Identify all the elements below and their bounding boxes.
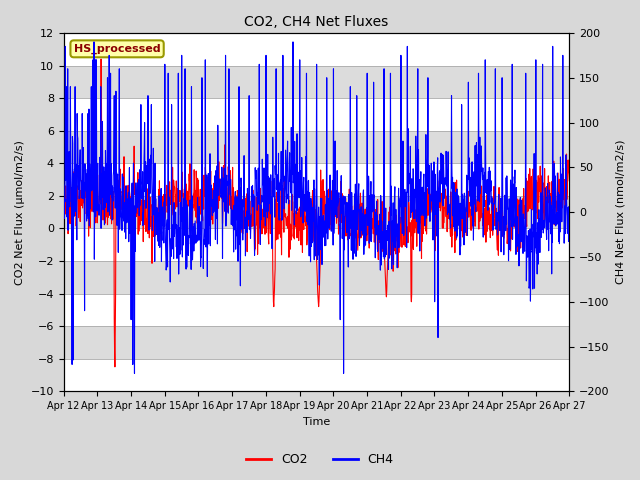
X-axis label: Time: Time bbox=[303, 417, 330, 427]
Y-axis label: CH4 Net Flux (nmol/m2/s): CH4 Net Flux (nmol/m2/s) bbox=[615, 140, 625, 284]
Bar bbox=[63, 98, 569, 131]
Bar bbox=[63, 261, 569, 294]
Bar bbox=[63, 294, 569, 326]
Title: CO2, CH4 Net Fluxes: CO2, CH4 Net Fluxes bbox=[244, 15, 388, 29]
Bar bbox=[63, 163, 569, 196]
Legend: CO2, CH4: CO2, CH4 bbox=[241, 448, 399, 471]
Bar bbox=[63, 359, 569, 391]
Bar bbox=[63, 228, 569, 261]
Bar bbox=[63, 66, 569, 98]
Text: HS_processed: HS_processed bbox=[74, 44, 161, 54]
Bar bbox=[63, 131, 569, 163]
Bar bbox=[63, 326, 569, 359]
Bar bbox=[63, 196, 569, 228]
Bar bbox=[63, 33, 569, 66]
Y-axis label: CO2 Net Flux (μmol/m2/s): CO2 Net Flux (μmol/m2/s) bbox=[15, 140, 25, 285]
